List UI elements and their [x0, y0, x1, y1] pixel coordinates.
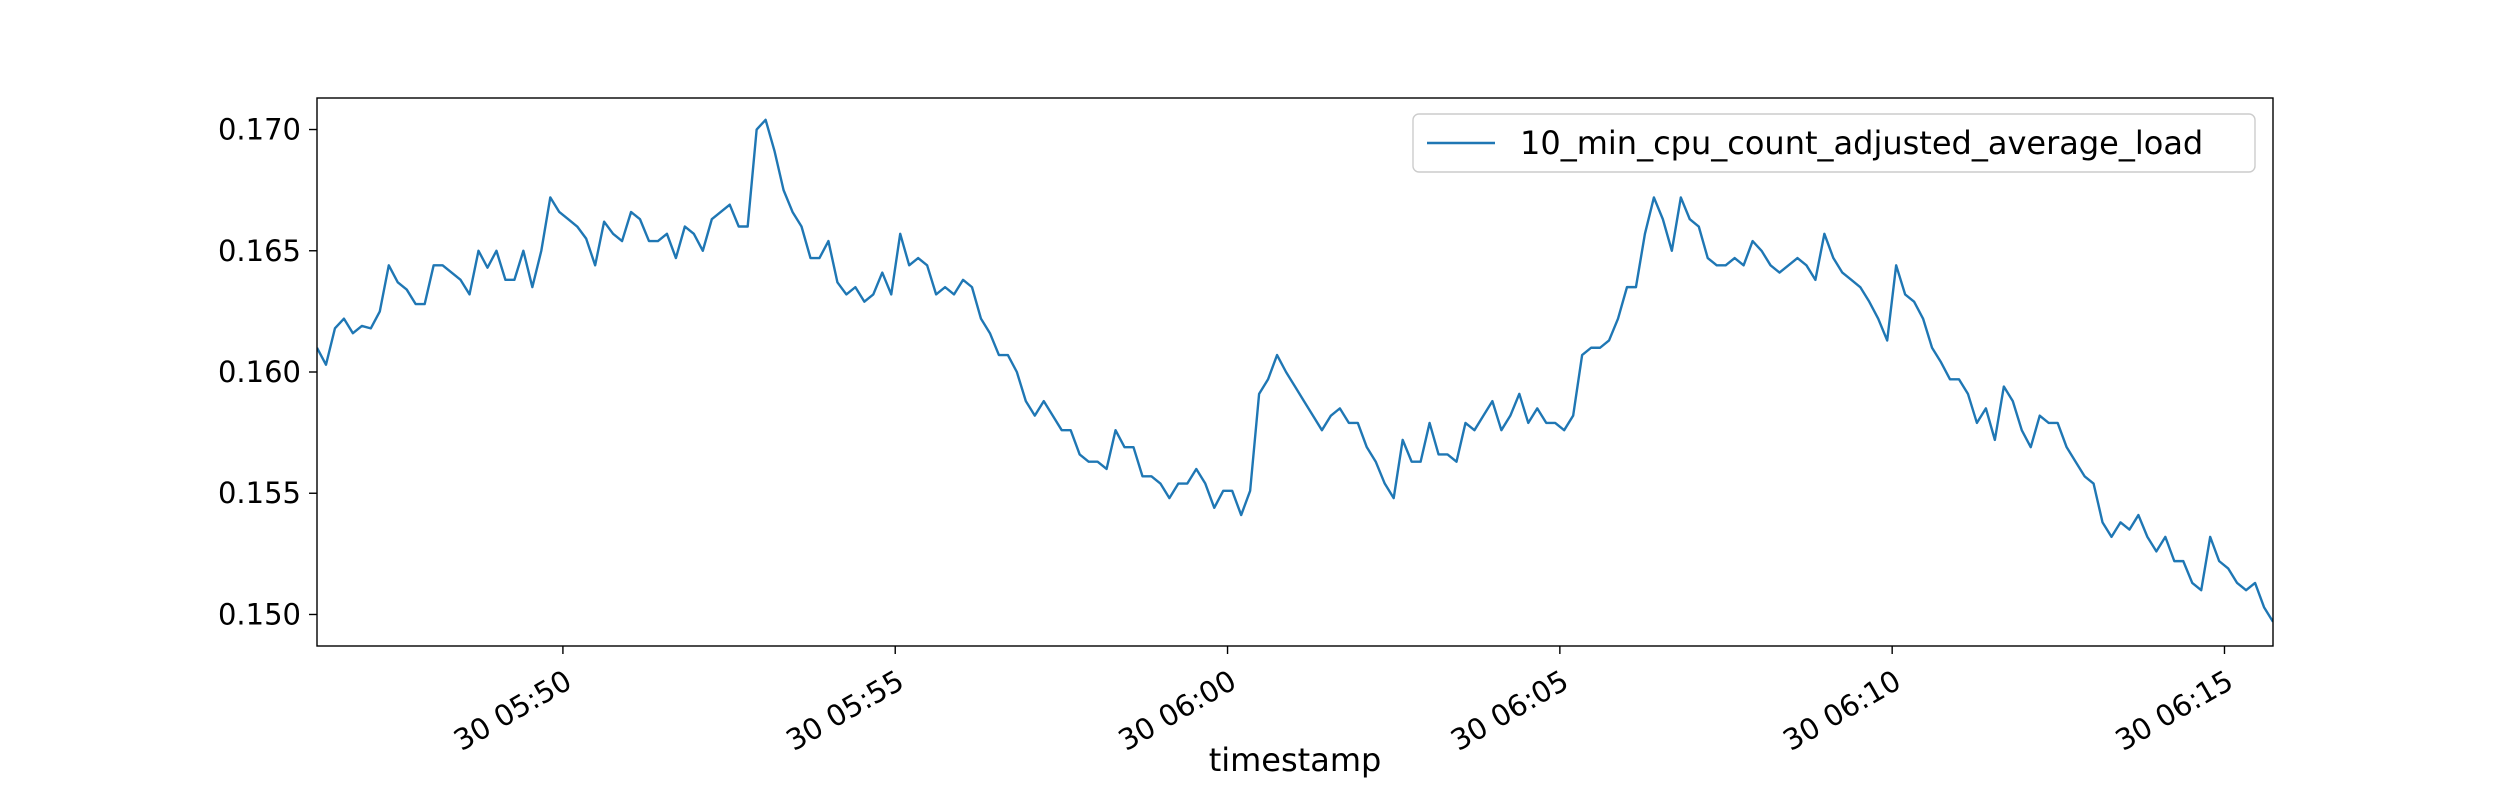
y-tick-label: 0.170: [218, 113, 301, 147]
y-tick-label: 0.160: [218, 355, 301, 389]
data-line: [317, 118, 2273, 623]
y-tick-label: 0.150: [218, 597, 301, 631]
plot-area: [317, 118, 2273, 623]
axes-frame: [316, 97, 2274, 647]
legend-label: 10_min_cpu_count_adjusted_average_load: [1520, 124, 2203, 162]
y-tick-label: 0.165: [218, 234, 301, 268]
legend-box: [1412, 113, 2256, 173]
y-tick-label: 0.155: [218, 476, 301, 510]
x-axis-label: timestamp: [1209, 741, 1382, 779]
